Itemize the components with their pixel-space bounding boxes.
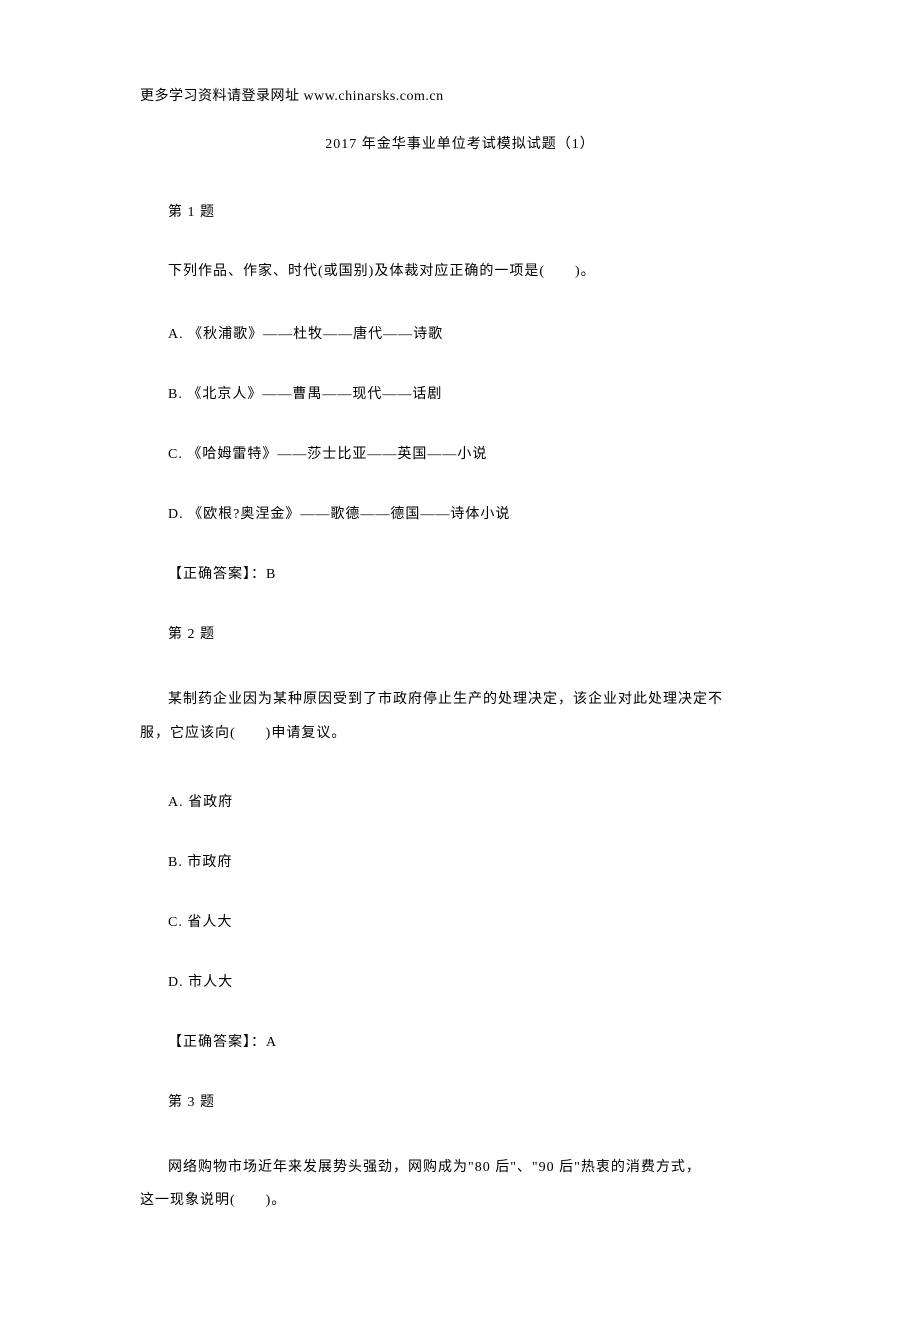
question-text-line2: 这一现象说明( )。 <box>140 1193 286 1208</box>
question-text-line1: 网络购物市场近年来发展势头强劲，网购成为"80 后"、"90 后"热衷的消费方式… <box>140 1151 780 1185</box>
question-text: 网络购物市场近年来发展势头强劲，网购成为"80 后"、"90 后"热衷的消费方式… <box>140 1151 780 1218</box>
option-d: D. 市人大 <box>140 971 780 991</box>
option-b: B. 市政府 <box>140 851 780 871</box>
option-a: A. 《秋浦歌》——杜牧——唐代——诗歌 <box>140 323 780 343</box>
answer: 【正确答案】：A <box>140 1031 780 1051</box>
question-block-3: 第 3 题 网络购物市场近年来发展势头强劲，网购成为"80 后"、"90 后"热… <box>140 1091 780 1218</box>
document-title: 2017 年金华事业单位考试模拟试题（1） <box>140 133 780 153</box>
option-d: D. 《欧根?奥涅金》——歌德——德国——诗体小说 <box>140 503 780 523</box>
option-a: A. 省政府 <box>140 791 780 811</box>
question-text-line1: 某制药企业因为某种原因受到了市政府停止生产的处理决定，该企业对此处理决定不 <box>140 683 780 717</box>
question-block-1: 第 1 题 下列作品、作家、时代(或国别)及体裁对应正确的一项是( )。 A. … <box>140 201 780 583</box>
option-c: C. 《哈姆雷特》——莎士比亚——英国——小说 <box>140 443 780 463</box>
answer: 【正确答案】：B <box>140 563 780 583</box>
question-block-2: 第 2 题 某制药企业因为某种原因受到了市政府停止生产的处理决定，该企业对此处理… <box>140 623 780 1050</box>
question-text: 某制药企业因为某种原因受到了市政府停止生产的处理决定，该企业对此处理决定不 服，… <box>140 683 780 750</box>
option-c: C. 省人大 <box>140 911 780 931</box>
question-text-line2: 服，它应该向( )申请复议。 <box>140 726 346 741</box>
question-number: 第 3 题 <box>140 1091 780 1111</box>
question-number: 第 2 题 <box>140 623 780 643</box>
header-text: 更多学习资料请登录网址 www.chinarsks.com.cn <box>140 85 780 105</box>
page-container: 更多学习资料请登录网址 www.chinarsks.com.cn 2017 年金… <box>0 0 920 1318</box>
question-number: 第 1 题 <box>140 201 780 221</box>
question-text: 下列作品、作家、时代(或国别)及体裁对应正确的一项是( )。 <box>140 261 780 283</box>
option-b: B. 《北京人》——曹禺——现代——话剧 <box>140 383 780 403</box>
